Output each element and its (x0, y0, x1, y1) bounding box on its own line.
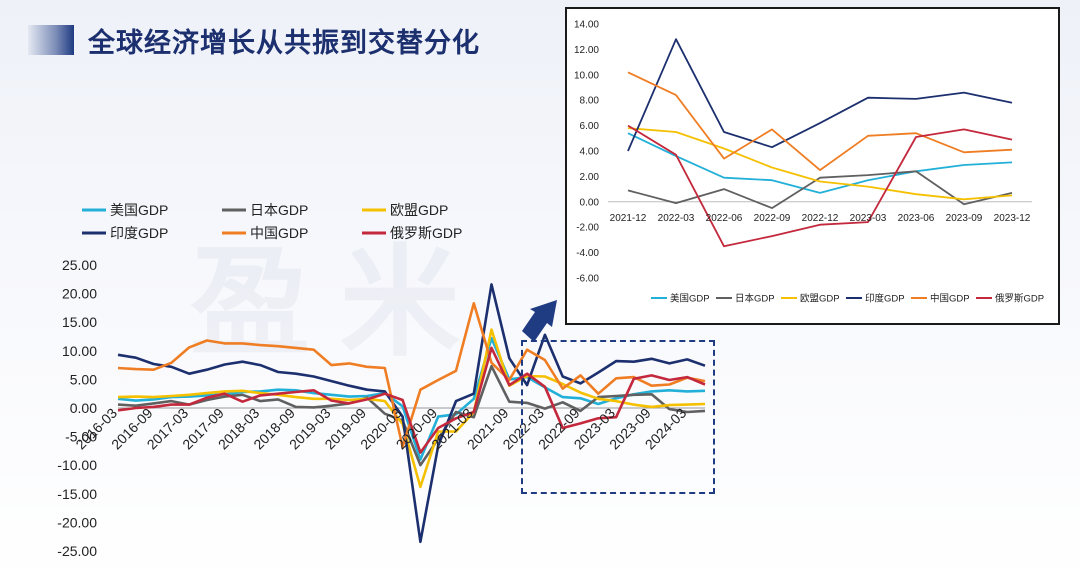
main-line-series-1 (117, 364, 706, 467)
legend-label: 俄罗斯GDP (390, 225, 462, 241)
zoom-highlight-box (521, 340, 715, 494)
inset-y-tick-label: 14.00 (574, 20, 599, 31)
y-tick-label: -25.00 (57, 543, 97, 559)
title-block: 全球经济增长从共振到交替分化 (28, 18, 480, 62)
inset-x-tick-label: 2023-12 (994, 213, 1031, 224)
legend-label: 日本GDP (250, 202, 308, 218)
inset-x-tick-label: 2023-03 (850, 213, 887, 224)
inset-y-tick-label: 6.00 (580, 121, 600, 132)
inset-legend-label: 欧盟GDP (800, 293, 840, 305)
inset-legend-label: 美国GDP (670, 293, 710, 305)
inset-x-tick-label: 2022-09 (754, 213, 791, 224)
inset-y-tick-label: 2.00 (580, 172, 600, 183)
inset-x-tick-label: 2023-09 (946, 213, 983, 224)
inset-legend-label: 中国GDP (930, 293, 970, 305)
legend-label: 欧盟GDP (390, 202, 448, 218)
inset-x-tick-label: 2023-06 (898, 213, 935, 224)
main-line-series-5 (117, 346, 706, 454)
inset-legend-label: 印度GDP (865, 293, 905, 305)
y-tick-label: 15.00 (62, 314, 97, 330)
y-tick-label: 25.00 (62, 257, 97, 273)
inset-y-tick-label: 0.00 (580, 197, 600, 208)
page-title: 全球经济增长从共振到交替分化 (88, 27, 480, 59)
y-tick-label: -15.00 (57, 486, 97, 502)
inset-line-series-4 (627, 71, 1013, 172)
inset-x-tick-label: 2022-12 (802, 213, 839, 224)
legend-label: 印度GDP (110, 225, 168, 241)
inset-x-tick-label: 2022-06 (706, 213, 743, 224)
inset-y-tick-label: -6.00 (576, 274, 599, 285)
inset-y-tick-label: 12.00 (574, 45, 599, 56)
y-tick-label: 20.00 (62, 286, 97, 302)
y-tick-label: 5.00 (70, 371, 97, 387)
inset-line-series-2 (627, 127, 1013, 201)
inset-y-tick-label: -2.00 (576, 223, 599, 234)
inset-line-series-3 (627, 38, 1013, 152)
inset-y-tick-label: 8.00 (580, 96, 600, 107)
main-line-series-2 (117, 328, 706, 489)
inset-y-tick-label: 10.00 (574, 70, 599, 81)
inset-y-tick-label: -4.00 (576, 248, 599, 259)
inset-x-tick-label: 2022-03 (658, 213, 695, 224)
inset-chart-frame (565, 7, 1060, 325)
y-tick-label: -20.00 (57, 514, 97, 530)
title-accent-bar (28, 25, 74, 55)
inset-line-series-0 (627, 132, 1013, 194)
y-tick-label: -5.00 (65, 429, 97, 445)
main-line-series-3 (117, 283, 706, 544)
inset-legend-label: 日本GDP (735, 293, 775, 305)
main-line-series-4 (117, 301, 706, 449)
inset-legend-label: 俄罗斯GDP (995, 293, 1044, 305)
y-tick-label: 0.00 (70, 400, 97, 416)
legend-label: 中国GDP (250, 225, 308, 241)
inset-x-tick-label: 2021-12 (610, 213, 647, 224)
inset-line-series-5 (627, 124, 1013, 248)
inset-line-series-1 (627, 170, 1013, 210)
legend-label: 美国GDP (110, 202, 168, 218)
y-tick-label: 10.00 (62, 343, 97, 359)
y-tick-label: -10.00 (57, 457, 97, 473)
inset-y-tick-label: 4.00 (580, 147, 600, 158)
watermark-logo: 盈米 (190, 232, 490, 373)
